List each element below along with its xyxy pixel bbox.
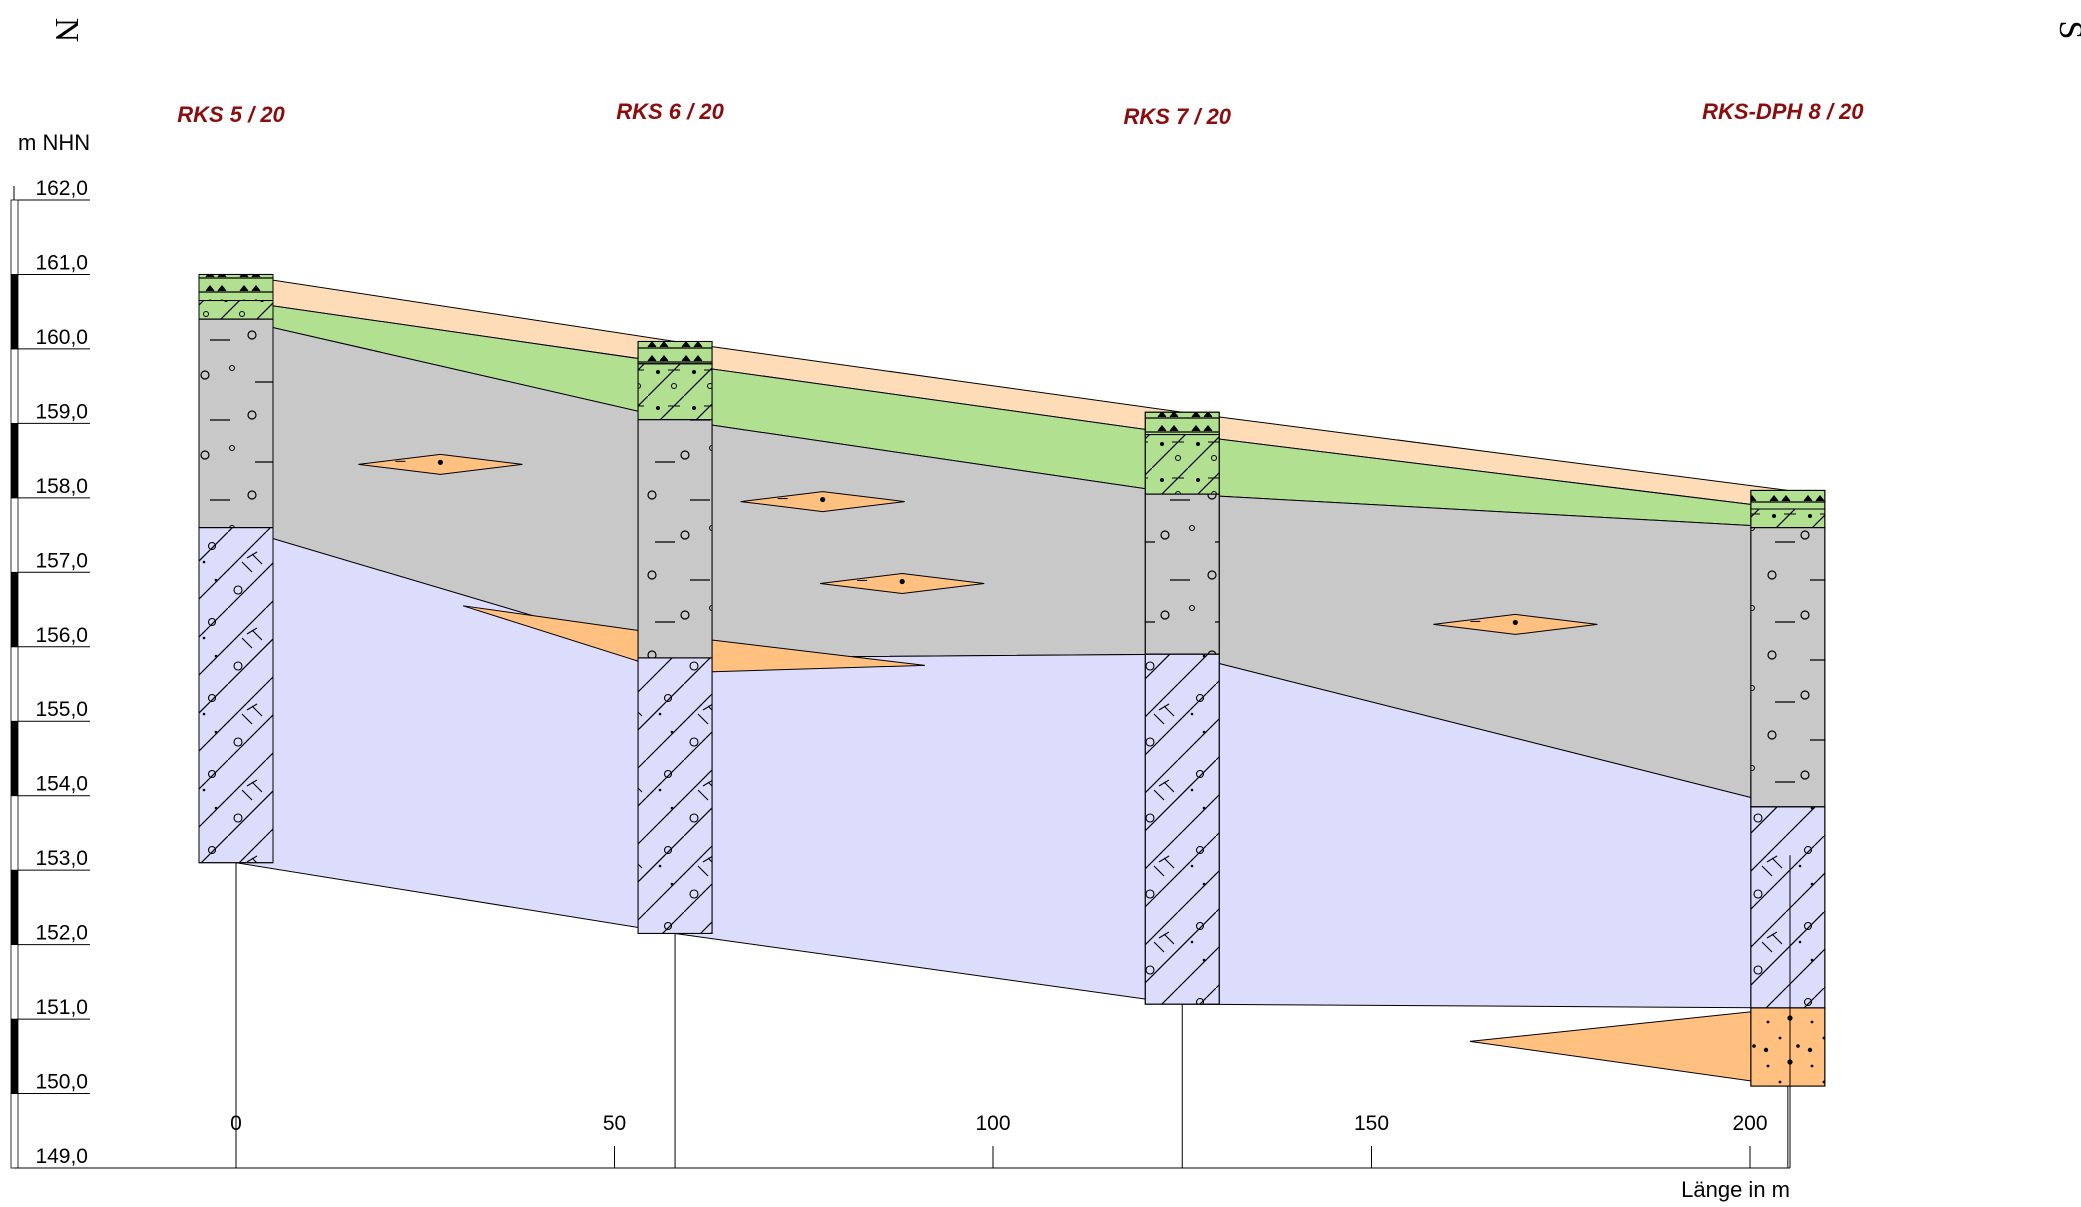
scale-bar-segment (10, 274, 19, 350)
column-sand (1750, 1007, 1826, 1087)
lens-gravel-dot (437, 459, 443, 465)
borehole-label: RKS 6 / 20 (616, 99, 724, 124)
column-grey (1144, 493, 1220, 655)
lens-gravel-dot (899, 578, 905, 585)
scale-bar-segment (10, 1018, 19, 1094)
scale-bar-segment (10, 422, 19, 499)
y-tick-label: 162,0 (35, 177, 88, 200)
layer-sand-base (1469, 1007, 1789, 1087)
column-lavender (637, 657, 713, 934)
scale-bar-segment (10, 497, 19, 573)
sand-lenses (358, 453, 1598, 635)
column-green (1750, 508, 1826, 529)
scale-bar-segment (10, 646, 19, 722)
column-grey (1750, 527, 1826, 808)
elevation-scale-bar (10, 186, 19, 1169)
y-axis-label: m NHN (18, 130, 90, 155)
north-label: N (48, 18, 85, 43)
y-tick-label: 154,0 (35, 773, 88, 796)
x-tick-label: 0 (230, 1112, 242, 1135)
scale-bar-segment (10, 199, 19, 275)
x-axis: 0 50 100 150 200 (14, 855, 1791, 1169)
x-tick-label: 200 (1732, 1112, 1767, 1135)
scale-bar-segment (10, 571, 19, 648)
y-tick-label: 160,0 (35, 326, 88, 349)
scale-bar-segment (10, 348, 19, 424)
y-tick-label: 153,0 (35, 847, 88, 870)
y-tick-label: 149,0 (35, 1145, 88, 1168)
scale-bar-segment (10, 869, 19, 946)
y-tick-label: 158,0 (35, 475, 88, 498)
column-grey (198, 318, 274, 529)
column-lavender (1750, 806, 1826, 1009)
borehole-labels: RKS 5 / 20 RKS 6 / 20 RKS 7 / 20 RKS-DPH 8 … (177, 99, 1864, 129)
scale-bar-segment (10, 795, 19, 871)
column-topsoil (1144, 411, 1220, 436)
column-topsoil (198, 273, 274, 302)
x-tick-label: 100 (975, 1112, 1010, 1135)
y-tick-label: 150,0 (35, 1071, 88, 1094)
column-topsoil (1750, 489, 1826, 510)
column-green (198, 300, 274, 320)
borehole-columns (198, 273, 1826, 1168)
y-tick-label: 152,0 (35, 922, 88, 945)
column-green (637, 363, 713, 421)
y-tick-label: 155,0 (35, 698, 88, 721)
y-tick-label: 161,0 (35, 251, 88, 274)
borehole-label: RKS 5 / 20 (177, 102, 285, 127)
south-label: S (2052, 21, 2081, 40)
column-lavender (1144, 653, 1220, 1005)
borehole-label: RKS 7 / 20 (1123, 104, 1231, 129)
y-tick-label: 151,0 (35, 996, 88, 1019)
x-tick-label: 150 (1354, 1112, 1389, 1135)
x-axis-label: Länge in m (1681, 1177, 1790, 1202)
y-tick-label: 156,0 (35, 624, 88, 647)
column-lavender (198, 527, 274, 864)
column-grey (637, 419, 713, 659)
scale-bar-segment (10, 720, 19, 797)
column-topsoil (637, 340, 713, 365)
x-tick-label: 50 (603, 1112, 626, 1135)
borehole-label: RKS-DPH 8 / 20 (1702, 99, 1864, 124)
stratigraphic-layers (235, 273, 1789, 1087)
scale-bar-segment (10, 1093, 19, 1169)
lens-gravel-dot (820, 496, 826, 503)
y-tick-label: 157,0 (35, 549, 88, 572)
y-tick-label: 159,0 (35, 400, 88, 423)
column-green (1144, 434, 1220, 495)
scale-bar-segment (10, 944, 19, 1020)
y-tick-labels: 162,0 161,0 160,0 159,0 158,0 157,0 156,0 155,0… (18, 177, 90, 1169)
lens-gravel-dot (1512, 619, 1518, 626)
